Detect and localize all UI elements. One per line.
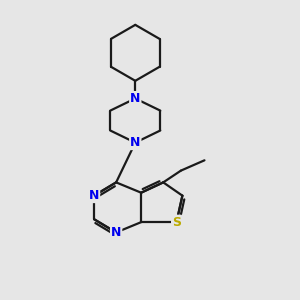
Text: S: S [172,216,181,229]
Text: N: N [130,92,140,105]
Text: N: N [130,136,140,149]
Text: N: N [89,189,99,202]
Text: N: N [111,226,121,239]
